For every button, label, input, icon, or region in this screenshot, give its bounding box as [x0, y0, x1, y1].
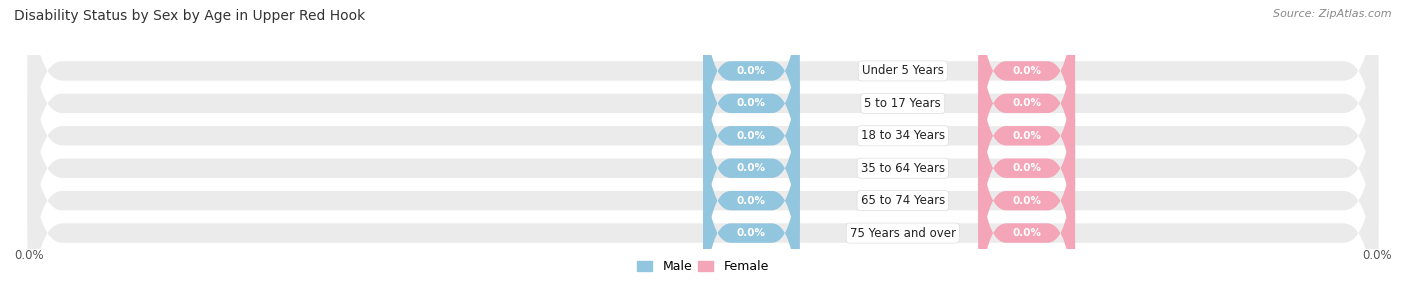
FancyBboxPatch shape: [979, 48, 1076, 288]
Text: 0.0%: 0.0%: [737, 228, 766, 238]
FancyBboxPatch shape: [979, 113, 1076, 304]
Text: 0.0%: 0.0%: [737, 163, 766, 173]
FancyBboxPatch shape: [28, 48, 1378, 304]
Text: 75 Years and over: 75 Years and over: [849, 226, 956, 240]
Legend: Male, Female: Male, Female: [633, 255, 773, 278]
Text: 0.0%: 0.0%: [737, 131, 766, 141]
FancyBboxPatch shape: [703, 81, 800, 304]
FancyBboxPatch shape: [28, 0, 1378, 288]
Text: 0.0%: 0.0%: [737, 66, 766, 76]
Text: 0.0%: 0.0%: [1362, 249, 1392, 262]
Text: 0.0%: 0.0%: [737, 196, 766, 206]
FancyBboxPatch shape: [979, 0, 1076, 191]
FancyBboxPatch shape: [28, 16, 1378, 304]
FancyBboxPatch shape: [979, 0, 1076, 223]
Text: Under 5 Years: Under 5 Years: [862, 64, 943, 78]
FancyBboxPatch shape: [703, 113, 800, 304]
FancyBboxPatch shape: [703, 0, 800, 223]
Text: 0.0%: 0.0%: [1012, 66, 1042, 76]
Text: 35 to 64 Years: 35 to 64 Years: [860, 162, 945, 175]
FancyBboxPatch shape: [28, 0, 1378, 223]
Text: 0.0%: 0.0%: [1012, 98, 1042, 108]
Text: 0.0%: 0.0%: [1012, 196, 1042, 206]
FancyBboxPatch shape: [703, 16, 800, 256]
Text: 65 to 74 Years: 65 to 74 Years: [860, 194, 945, 207]
Text: 0.0%: 0.0%: [1012, 228, 1042, 238]
FancyBboxPatch shape: [979, 81, 1076, 304]
FancyBboxPatch shape: [28, 0, 1378, 256]
Text: Disability Status by Sex by Age in Upper Red Hook: Disability Status by Sex by Age in Upper…: [14, 9, 366, 23]
FancyBboxPatch shape: [703, 0, 800, 191]
FancyBboxPatch shape: [703, 48, 800, 288]
Text: 0.0%: 0.0%: [14, 249, 44, 262]
FancyBboxPatch shape: [28, 81, 1378, 304]
Text: 0.0%: 0.0%: [737, 98, 766, 108]
Text: 0.0%: 0.0%: [1012, 163, 1042, 173]
Text: 5 to 17 Years: 5 to 17 Years: [865, 97, 941, 110]
FancyBboxPatch shape: [979, 16, 1076, 256]
Text: Source: ZipAtlas.com: Source: ZipAtlas.com: [1274, 9, 1392, 19]
Text: 18 to 34 Years: 18 to 34 Years: [860, 129, 945, 142]
Text: 0.0%: 0.0%: [1012, 131, 1042, 141]
